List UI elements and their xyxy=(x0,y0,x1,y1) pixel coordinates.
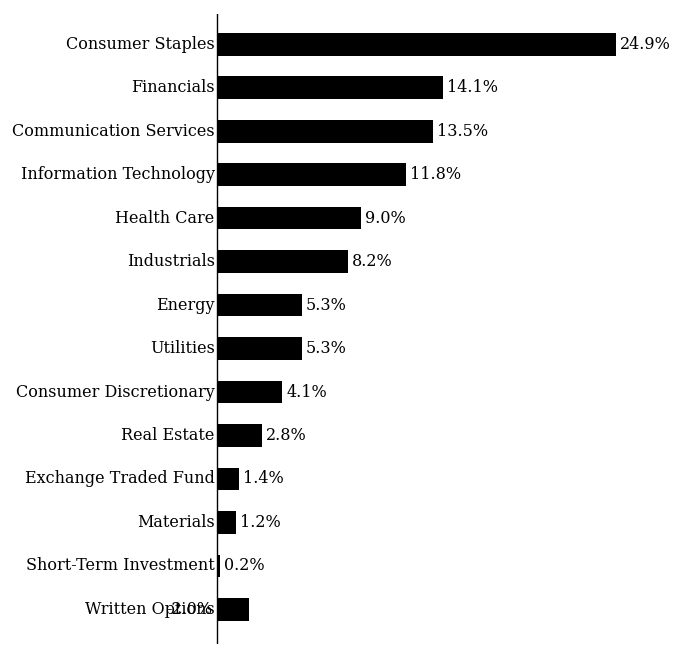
Bar xyxy=(216,424,262,447)
Bar xyxy=(216,598,248,620)
Bar xyxy=(216,468,239,490)
Text: 1.4%: 1.4% xyxy=(243,470,284,488)
Text: Financials: Financials xyxy=(131,79,214,96)
Text: Short-Term Investment: Short-Term Investment xyxy=(26,557,214,574)
Bar xyxy=(216,511,236,534)
Bar xyxy=(216,338,301,360)
Text: Consumer Discretionary: Consumer Discretionary xyxy=(16,384,214,401)
Text: 9.0%: 9.0% xyxy=(365,210,406,226)
Text: 8.2%: 8.2% xyxy=(352,253,393,270)
Text: Written Options: Written Options xyxy=(85,601,214,618)
Text: Consumer Staples: Consumer Staples xyxy=(66,36,214,53)
Text: Industrials: Industrials xyxy=(127,253,214,270)
Text: 24.9%: 24.9% xyxy=(620,36,671,53)
Bar xyxy=(216,250,348,273)
Text: Real Estate: Real Estate xyxy=(121,427,214,444)
Text: 14.1%: 14.1% xyxy=(447,79,498,96)
Text: 1.2%: 1.2% xyxy=(240,514,280,531)
Bar xyxy=(216,207,361,230)
Bar xyxy=(216,33,616,56)
Text: 5.3%: 5.3% xyxy=(306,297,347,314)
Text: 13.5%: 13.5% xyxy=(437,123,489,139)
Text: Materials: Materials xyxy=(137,514,214,531)
Text: Health Care: Health Care xyxy=(116,210,214,226)
Text: -2.0%: -2.0% xyxy=(166,601,212,618)
Text: 11.8%: 11.8% xyxy=(410,166,461,183)
Text: Energy: Energy xyxy=(156,297,214,314)
Text: 0.2%: 0.2% xyxy=(224,557,264,574)
Bar xyxy=(216,293,301,316)
Text: Exchange Traded Fund: Exchange Traded Fund xyxy=(25,470,214,488)
Text: 5.3%: 5.3% xyxy=(306,340,347,357)
Bar xyxy=(216,555,220,577)
Text: 2.8%: 2.8% xyxy=(266,427,306,444)
Text: Utilities: Utilities xyxy=(150,340,214,357)
Bar xyxy=(216,120,434,143)
Bar xyxy=(216,381,283,403)
Bar xyxy=(216,76,443,99)
Bar xyxy=(216,163,406,186)
Text: Information Technology: Information Technology xyxy=(21,166,214,183)
Text: Communication Services: Communication Services xyxy=(12,123,214,139)
Text: 4.1%: 4.1% xyxy=(287,384,327,401)
